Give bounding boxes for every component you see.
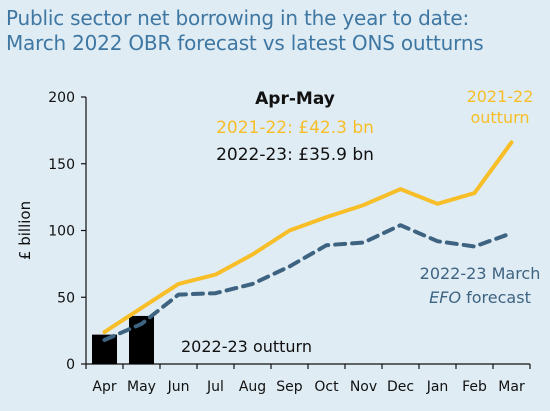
annotation-2021-22: 2021-22: £42.3 bn	[216, 118, 374, 138]
x-tick-label: Sep	[276, 379, 303, 395]
outturn-bars	[92, 315, 154, 364]
chart-title-line-1: Public sector net borrowing in the year …	[6, 6, 469, 30]
x-tick-label: Nov	[350, 379, 377, 395]
x-tick-label: Jun	[167, 379, 190, 395]
y-axis-label: £ billion	[16, 201, 34, 260]
annotation-header: Apr-May	[255, 89, 335, 109]
chart-title: Public sector net borrowing in the year …	[6, 6, 546, 56]
legend-efo-rest: forecast	[461, 288, 531, 307]
chart-title-line-2: March 2022 OBR forecast vs latest ONS ou…	[6, 31, 484, 55]
legend-2021-22-line-1: 2021-22	[467, 87, 534, 106]
x-tick-label: Dec	[387, 379, 414, 395]
annotation-2022-23: 2022-23: £35.9 bn	[216, 145, 374, 165]
legend-2021-22-line-2: outturn	[470, 108, 529, 127]
x-tick-label: Feb	[462, 379, 487, 395]
x-tick-label: Jan	[426, 379, 449, 395]
series-lines	[102, 140, 514, 342]
x-tick-label: Aug	[239, 379, 266, 395]
legend-efo-line-2: EFO forecast	[429, 288, 531, 307]
series-line-2021-22	[102, 140, 514, 334]
annotations: Apr-May 2021-22: £42.3 bn 2022-23: £35.9…	[181, 87, 540, 356]
legend-efo-italic: EFO	[429, 288, 461, 307]
axes: 0 50 100 150 200 Apr May Jun Jul Aug Sep Oct Nov Dec J…	[16, 90, 531, 395]
x-tick-label: Apr	[92, 379, 116, 395]
series-line-efo-forecast	[102, 223, 514, 342]
y-tick-label: 150	[48, 157, 75, 173]
y-tick-label: 100	[48, 224, 75, 240]
y-tick-label: 50	[57, 290, 75, 306]
x-tick-label: May	[127, 379, 156, 395]
legend-efo-line-1: 2022-23 March	[420, 264, 541, 283]
x-tick-label: Oct	[314, 379, 339, 395]
x-tick-label: Jul	[206, 379, 224, 395]
y-tick-label: 0	[66, 357, 75, 373]
legend-bars: 2022-23 outturn	[181, 337, 312, 356]
y-tick-label: 200	[48, 90, 75, 106]
x-tick-label: Mar	[498, 379, 525, 395]
